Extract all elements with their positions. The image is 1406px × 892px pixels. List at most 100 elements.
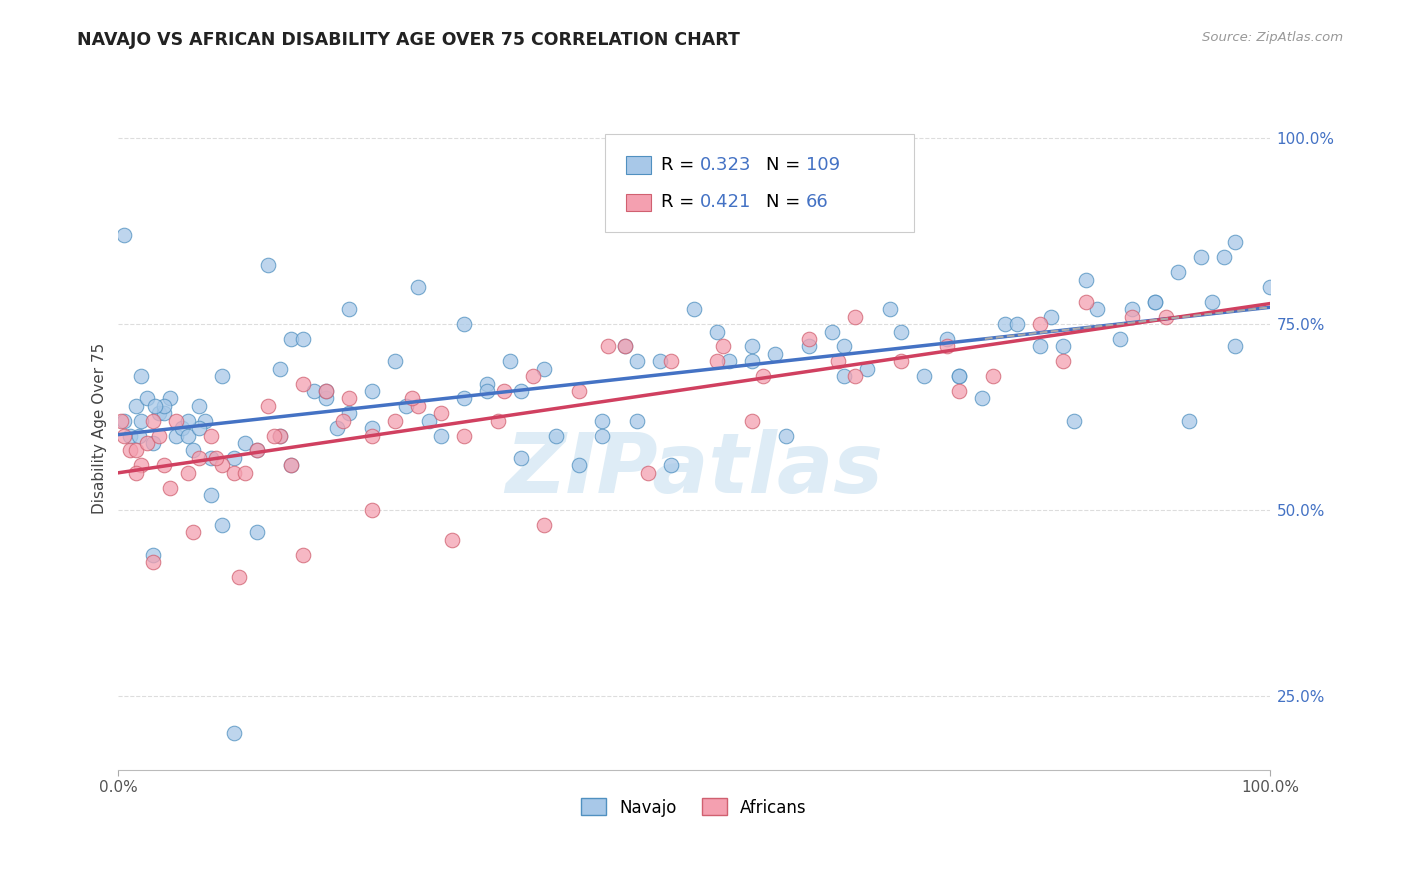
Point bbox=[614, 339, 637, 353]
Point bbox=[591, 428, 613, 442]
Point bbox=[142, 555, 165, 569]
Point bbox=[211, 458, 233, 473]
Point bbox=[568, 384, 591, 398]
Point bbox=[170, 421, 193, 435]
Point bbox=[591, 414, 613, 428]
Point bbox=[475, 376, 498, 391]
Point bbox=[890, 354, 912, 368]
Text: N =: N = bbox=[766, 194, 806, 211]
Point bbox=[1143, 294, 1166, 309]
Point bbox=[844, 369, 866, 384]
Point bbox=[384, 354, 406, 368]
Point bbox=[128, 428, 150, 442]
Point bbox=[200, 488, 222, 502]
Point bbox=[533, 361, 555, 376]
Text: 0.421: 0.421 bbox=[700, 194, 752, 211]
Point bbox=[269, 428, 291, 442]
Point bbox=[148, 406, 170, 420]
Point bbox=[510, 450, 533, 465]
Point bbox=[499, 354, 522, 368]
Text: R =: R = bbox=[661, 156, 700, 174]
Point bbox=[112, 227, 135, 242]
Point bbox=[142, 436, 165, 450]
Text: ZIPatlas: ZIPatlas bbox=[505, 429, 883, 509]
Point bbox=[486, 414, 509, 428]
Point bbox=[475, 384, 498, 398]
Point bbox=[1040, 310, 1063, 324]
Point bbox=[246, 443, 269, 458]
Text: Source: ZipAtlas.com: Source: ZipAtlas.com bbox=[1202, 31, 1343, 45]
Point bbox=[763, 347, 786, 361]
Point bbox=[222, 466, 245, 480]
Point bbox=[165, 428, 187, 442]
Point bbox=[430, 428, 453, 442]
Point bbox=[112, 428, 135, 442]
Point bbox=[821, 325, 844, 339]
Point bbox=[222, 450, 245, 465]
Point bbox=[211, 517, 233, 532]
Point bbox=[1212, 250, 1234, 264]
Point bbox=[1074, 272, 1097, 286]
Point bbox=[181, 525, 204, 540]
Point bbox=[401, 392, 423, 406]
Point bbox=[948, 384, 970, 398]
Point bbox=[143, 399, 166, 413]
Point bbox=[136, 392, 159, 406]
Point bbox=[302, 384, 325, 398]
Point bbox=[1201, 294, 1223, 309]
Point bbox=[1189, 250, 1212, 264]
Point bbox=[936, 332, 959, 346]
Point bbox=[384, 414, 406, 428]
Point bbox=[890, 325, 912, 339]
Point bbox=[406, 399, 429, 413]
Point bbox=[659, 354, 682, 368]
Point bbox=[142, 548, 165, 562]
Point bbox=[614, 339, 637, 353]
Point bbox=[1178, 414, 1201, 428]
Point bbox=[752, 369, 775, 384]
Point bbox=[194, 414, 217, 428]
Point bbox=[596, 339, 619, 353]
Point bbox=[188, 399, 211, 413]
Point bbox=[118, 428, 141, 442]
Point bbox=[176, 466, 198, 480]
Point bbox=[159, 481, 181, 495]
Point bbox=[263, 428, 285, 442]
Point bbox=[706, 325, 728, 339]
Point bbox=[332, 414, 354, 428]
Point bbox=[233, 436, 256, 450]
Point bbox=[280, 458, 302, 473]
Point bbox=[315, 384, 337, 398]
Point bbox=[510, 384, 533, 398]
Point bbox=[741, 339, 763, 353]
Point bbox=[418, 414, 440, 428]
Point bbox=[983, 369, 1005, 384]
Point bbox=[110, 414, 132, 428]
Point bbox=[257, 399, 280, 413]
Point bbox=[188, 421, 211, 435]
Point bbox=[1121, 302, 1143, 317]
Point bbox=[142, 414, 165, 428]
Point bbox=[1225, 339, 1247, 353]
Point bbox=[1258, 280, 1281, 294]
Point bbox=[200, 428, 222, 442]
Point bbox=[1028, 339, 1050, 353]
Point bbox=[626, 414, 648, 428]
Point bbox=[648, 354, 671, 368]
Point bbox=[200, 450, 222, 465]
Point bbox=[125, 466, 148, 480]
Point bbox=[337, 406, 360, 420]
Point bbox=[948, 369, 970, 384]
Point bbox=[1028, 317, 1050, 331]
Point bbox=[280, 458, 302, 473]
Point bbox=[533, 517, 555, 532]
Point bbox=[832, 369, 855, 384]
Point bbox=[637, 466, 659, 480]
Point bbox=[360, 384, 382, 398]
Text: R =: R = bbox=[661, 194, 700, 211]
Point bbox=[280, 332, 302, 346]
Point bbox=[844, 310, 866, 324]
Point bbox=[315, 392, 337, 406]
Point bbox=[360, 421, 382, 435]
Point bbox=[1063, 414, 1085, 428]
